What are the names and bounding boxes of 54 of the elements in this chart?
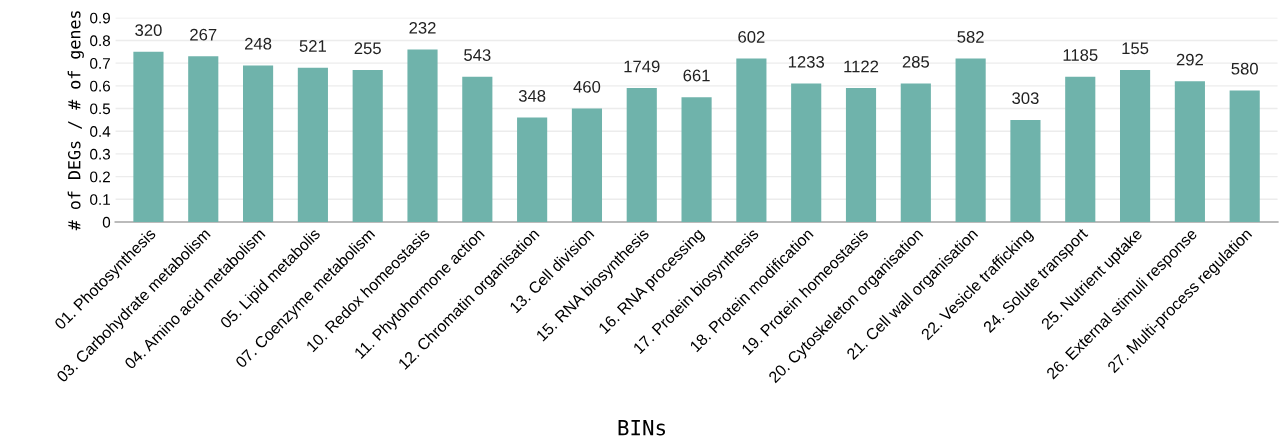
annotation: 303	[1012, 92, 1039, 105]
x-axis-title: BINs	[618, 420, 666, 436]
annotation: 155	[1122, 42, 1149, 55]
annotation: 1122	[844, 60, 879, 73]
annotation: 267	[190, 28, 217, 41]
y-tick-label: 0.8	[90, 35, 111, 47]
annotation: 580	[1231, 62, 1258, 75]
y-tick-label: 0.5	[90, 103, 111, 115]
bar	[571, 108, 603, 222]
bar	[407, 49, 438, 222]
bar	[297, 67, 328, 222]
annotation: 582	[957, 31, 984, 43]
bar	[1010, 119, 1041, 222]
bar	[900, 83, 931, 222]
y-tick-label: 0.7	[90, 58, 110, 69]
annotation: 232	[409, 21, 436, 34]
bar	[517, 117, 548, 222]
annotation: 320	[135, 24, 162, 37]
annotation: 543	[464, 49, 491, 61]
annotation: 460	[573, 80, 601, 93]
bar	[462, 76, 493, 222]
annotation: 1749	[624, 60, 660, 73]
annotation: 292	[1176, 53, 1203, 66]
bar	[1229, 90, 1260, 222]
bar	[681, 97, 712, 222]
y-tick-label: 0.1	[90, 194, 110, 205]
y-tick-label: 0.3	[90, 148, 111, 160]
y-tick-label: 0.2	[90, 171, 110, 183]
bar	[626, 88, 657, 222]
bar	[188, 56, 219, 222]
y-axis-title: # of DEGs / # of genes	[67, 11, 84, 231]
y-tick-label: 0.6	[90, 80, 111, 92]
bar	[955, 58, 986, 222]
bar	[1174, 81, 1205, 222]
bar	[243, 65, 274, 222]
annotation: 602	[738, 31, 765, 43]
annotation: 1185	[1063, 49, 1098, 61]
annotation: 255	[354, 42, 381, 55]
bar	[845, 88, 877, 222]
annotation: 1233	[788, 55, 824, 68]
annotation: 521	[299, 40, 326, 52]
bar	[133, 51, 164, 222]
y-tick-label: 0.4	[90, 126, 111, 137]
bar	[791, 83, 822, 222]
y-tick-label: 0	[102, 216, 111, 228]
annotation: 661	[683, 69, 710, 82]
annotation: 285	[902, 55, 930, 68]
bar	[352, 69, 383, 222]
annotation: 248	[245, 37, 272, 50]
bar	[1065, 76, 1096, 222]
bar	[736, 58, 767, 222]
y-tick-label: 0.9	[90, 12, 110, 24]
bar	[1119, 69, 1151, 222]
annotation: 348	[518, 90, 546, 102]
